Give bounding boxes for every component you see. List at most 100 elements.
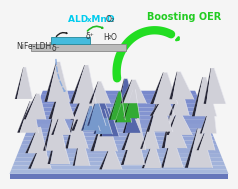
Polygon shape — [15, 67, 24, 99]
Polygon shape — [153, 96, 175, 116]
Polygon shape — [46, 109, 66, 151]
Polygon shape — [206, 68, 226, 104]
Polygon shape — [202, 103, 216, 133]
Polygon shape — [102, 108, 119, 136]
Polygon shape — [65, 116, 75, 148]
Polygon shape — [91, 94, 110, 118]
Polygon shape — [115, 94, 125, 122]
Polygon shape — [23, 94, 37, 119]
Polygon shape — [44, 62, 57, 102]
Polygon shape — [81, 106, 90, 131]
Polygon shape — [35, 107, 203, 112]
Polygon shape — [17, 67, 32, 99]
Polygon shape — [121, 117, 135, 150]
Polygon shape — [150, 96, 164, 116]
Polygon shape — [40, 95, 198, 99]
Polygon shape — [73, 65, 96, 104]
Polygon shape — [161, 139, 171, 168]
Polygon shape — [117, 79, 137, 119]
Polygon shape — [74, 87, 97, 120]
Polygon shape — [23, 136, 215, 141]
Polygon shape — [10, 170, 228, 174]
Polygon shape — [20, 101, 39, 133]
Polygon shape — [52, 87, 75, 119]
Polygon shape — [88, 94, 99, 118]
Polygon shape — [125, 112, 141, 133]
Text: O: O — [111, 33, 117, 42]
Polygon shape — [171, 90, 189, 115]
Polygon shape — [96, 109, 112, 134]
Text: Boosting OER: Boosting OER — [147, 12, 222, 22]
Polygon shape — [89, 81, 98, 104]
Polygon shape — [70, 65, 85, 104]
Polygon shape — [93, 109, 102, 134]
Polygon shape — [54, 115, 71, 135]
Polygon shape — [169, 72, 177, 99]
Text: 2: 2 — [108, 35, 111, 40]
Polygon shape — [31, 145, 51, 169]
Polygon shape — [149, 100, 173, 132]
Polygon shape — [30, 120, 208, 124]
Polygon shape — [185, 129, 198, 168]
Text: x: x — [87, 17, 91, 23]
Polygon shape — [123, 112, 130, 133]
Polygon shape — [172, 72, 194, 99]
Polygon shape — [26, 94, 46, 119]
Polygon shape — [89, 101, 106, 126]
Polygon shape — [114, 79, 124, 119]
Text: NiFe-LDH: NiFe-LDH — [16, 42, 51, 51]
Polygon shape — [102, 146, 122, 169]
Polygon shape — [203, 68, 211, 104]
Polygon shape — [117, 94, 131, 122]
Polygon shape — [16, 153, 222, 157]
Polygon shape — [38, 99, 200, 103]
Polygon shape — [33, 112, 205, 116]
Polygon shape — [25, 132, 213, 136]
Polygon shape — [17, 101, 30, 133]
Polygon shape — [142, 124, 159, 149]
Text: ALD MnO: ALD MnO — [68, 15, 114, 24]
Polygon shape — [68, 116, 88, 148]
Polygon shape — [92, 81, 110, 104]
Polygon shape — [199, 128, 215, 150]
Polygon shape — [50, 130, 70, 164]
Polygon shape — [15, 157, 223, 161]
Polygon shape — [146, 100, 158, 132]
Polygon shape — [87, 101, 96, 126]
Polygon shape — [70, 87, 86, 120]
Polygon shape — [111, 91, 125, 120]
Text: δ⁺: δ⁺ — [86, 32, 94, 41]
Polygon shape — [31, 116, 207, 120]
Polygon shape — [169, 112, 192, 135]
Polygon shape — [13, 161, 225, 166]
Polygon shape — [43, 109, 55, 151]
Polygon shape — [41, 91, 197, 95]
Polygon shape — [90, 117, 103, 151]
Polygon shape — [99, 146, 110, 169]
Polygon shape — [200, 103, 211, 133]
Bar — [51, 37, 90, 44]
Polygon shape — [169, 90, 179, 115]
Bar — [31, 44, 126, 51]
Polygon shape — [47, 130, 57, 164]
Polygon shape — [197, 128, 207, 150]
Polygon shape — [26, 128, 212, 132]
Polygon shape — [192, 77, 203, 116]
Polygon shape — [124, 117, 146, 150]
Polygon shape — [162, 115, 170, 148]
Polygon shape — [47, 62, 70, 102]
Polygon shape — [140, 124, 149, 149]
Text: H: H — [104, 33, 109, 42]
Polygon shape — [83, 106, 100, 131]
Polygon shape — [124, 130, 145, 165]
Polygon shape — [109, 91, 119, 120]
Text: δ⁻: δ⁻ — [51, 44, 60, 53]
Polygon shape — [144, 144, 162, 168]
Polygon shape — [18, 149, 220, 153]
Polygon shape — [195, 77, 217, 116]
Polygon shape — [73, 137, 80, 166]
Polygon shape — [164, 139, 183, 168]
Polygon shape — [166, 112, 177, 135]
Polygon shape — [123, 90, 133, 118]
Polygon shape — [11, 166, 227, 170]
